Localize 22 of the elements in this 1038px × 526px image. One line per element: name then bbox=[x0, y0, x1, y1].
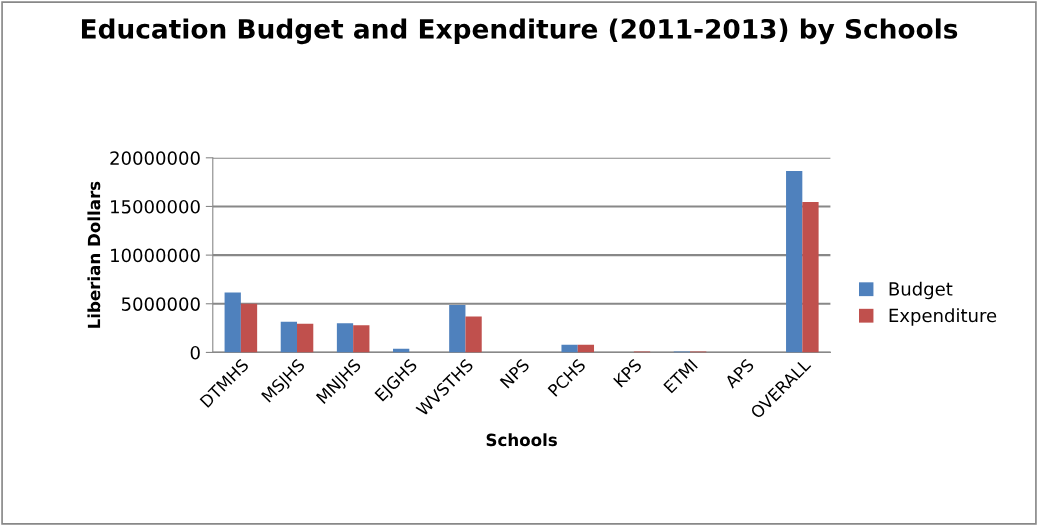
bar bbox=[240, 303, 258, 353]
y-tick-label: 20000000 bbox=[110, 151, 200, 165]
bar bbox=[297, 323, 314, 353]
x-axis-title: Schools bbox=[486, 433, 557, 447]
bar bbox=[449, 304, 466, 353]
legend-label: Budget bbox=[889, 281, 953, 300]
bar bbox=[224, 292, 241, 353]
bar bbox=[561, 344, 578, 353]
y-tick-label: 15000000 bbox=[111, 199, 200, 214]
y-tick-label: 0 bbox=[190, 345, 200, 360]
bar bbox=[786, 170, 803, 353]
bar bbox=[577, 344, 595, 353]
bar bbox=[465, 316, 482, 353]
bar bbox=[336, 323, 354, 353]
y-tick-label: 10000000 bbox=[111, 248, 200, 263]
bar bbox=[802, 201, 819, 353]
chart-title: Education Budget and Expenditure (2011-2013) by Schools bbox=[81, 18, 958, 45]
legend-label: Expenditure bbox=[889, 308, 997, 326]
bar bbox=[280, 321, 298, 353]
y-tick-label: 5000000 bbox=[121, 297, 200, 311]
y-axis-title: Liberian Dollars bbox=[87, 181, 101, 328]
bar bbox=[353, 325, 370, 353]
